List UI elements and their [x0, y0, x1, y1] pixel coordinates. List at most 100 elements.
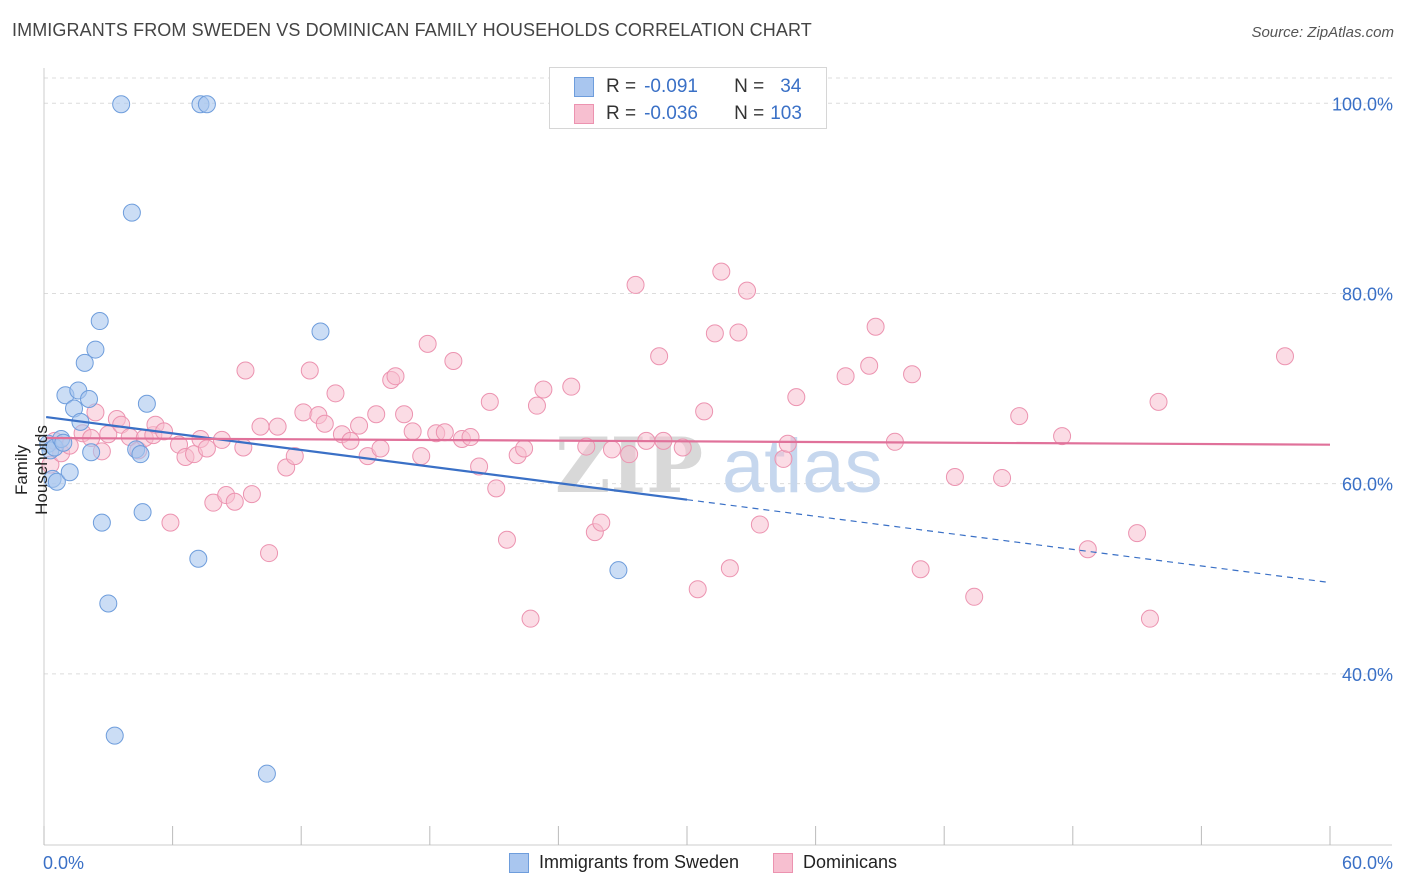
sweden-trend-extension: [686, 499, 1331, 584]
n-value-dominicans: 103: [770, 103, 802, 124]
legend-label-sweden: Immigrants from Sweden: [538, 852, 740, 872]
sweden-point: [80, 390, 99, 409]
sweden-trend-line: [46, 415, 688, 501]
legend-swatch-sweden: [508, 852, 529, 873]
dominicans-point: [268, 417, 287, 436]
dominicans-point: [527, 396, 546, 415]
dominicans-point: [1275, 347, 1294, 366]
sweden-point: [47, 472, 66, 491]
dominicans-point: [315, 414, 334, 433]
dominicans-point: [650, 347, 669, 366]
trend-lines: [46, 415, 1331, 584]
sweden-point: [189, 549, 208, 568]
dominicans-point: [860, 356, 879, 375]
dominicans-point: [435, 423, 454, 442]
dominicans-point: [487, 479, 506, 498]
r-value-dominicans: -0.036: [644, 103, 698, 124]
dominicans-point: [403, 422, 422, 441]
sweden-point: [105, 726, 124, 745]
dominicans-point: [1053, 427, 1072, 446]
dominicans-point: [1149, 392, 1168, 411]
x-tick-label: 60.0%: [1342, 853, 1393, 873]
sweden-point: [137, 394, 156, 413]
x-tick-label: 0.0%: [43, 853, 84, 873]
dominicans-point: [620, 445, 639, 464]
dominicans-point: [161, 513, 180, 532]
sweden-point: [311, 322, 330, 341]
dominicans-swatch: [574, 104, 594, 124]
sweden-point: [131, 445, 150, 464]
dominicans-point: [418, 334, 437, 353]
dominicans-point: [497, 530, 516, 549]
sweden-point: [54, 433, 73, 452]
dominicans-point: [236, 361, 255, 380]
axes: [43, 68, 1392, 846]
sweden-point: [112, 95, 131, 114]
r-label: R =: [606, 76, 637, 97]
dominicans-point: [729, 323, 748, 342]
dominicans-point: [592, 513, 611, 532]
dominicans-point: [461, 428, 480, 447]
dominicans-point: [945, 467, 964, 486]
sweden-swatch: [574, 77, 594, 97]
dominicans-point: [350, 416, 369, 435]
sweden-point: [75, 353, 94, 372]
y-axis-label: Family Households: [12, 425, 51, 515]
dominicans-point: [294, 403, 313, 422]
dominicans-point: [705, 324, 724, 343]
sweden-point: [197, 95, 216, 114]
bottom-legend: Immigrants from Sweden Dominicans: [0, 852, 1406, 873]
y-tick-label: 100.0%: [1332, 94, 1393, 114]
sweden-point: [60, 463, 79, 482]
sweden-point: [609, 561, 628, 580]
dominicans-point: [534, 380, 553, 399]
n-value-sweden: 34: [780, 76, 802, 97]
legend-swatch-dominicans: [773, 852, 794, 873]
dominicans-point: [1140, 609, 1159, 628]
sweden-point: [92, 513, 111, 532]
sweden-point: [122, 203, 141, 222]
stats-row-sweden: R = -0.091 N = 34: [574, 75, 801, 99]
legend-item-sweden[interactable]: Immigrants from Sweden: [508, 852, 740, 873]
dominicans-point: [386, 367, 405, 386]
dominicans-point: [738, 281, 757, 300]
sweden-point: [90, 312, 109, 331]
dominicans-point: [251, 417, 270, 436]
n-label: N =: [734, 103, 765, 124]
dominicans-point: [480, 392, 499, 411]
sweden-point: [257, 764, 276, 783]
chart-title: IMMIGRANTS FROM SWEDEN VS DOMINICAN FAMI…: [12, 20, 812, 40]
dominicans-point: [470, 457, 489, 476]
dominicans-point: [866, 317, 885, 336]
r-label: R =: [606, 103, 637, 124]
dominicans-point: [787, 388, 806, 407]
n-label: N =: [734, 76, 765, 97]
dominicans-point: [242, 485, 261, 504]
r-value-sweden: -0.091: [644, 76, 698, 97]
dominicans-point: [412, 447, 431, 466]
dominicans-point: [688, 580, 707, 599]
y-tick-label: 40.0%: [1342, 665, 1393, 685]
sweden-point: [99, 594, 118, 613]
legend-item-dominicans[interactable]: Dominicans: [773, 852, 897, 873]
dominicans-point: [367, 405, 386, 424]
stats-legend: R = -0.091 N = 34 R = -0.036 N = 103: [549, 67, 827, 129]
dominicans-point: [197, 439, 216, 458]
dominicans-point: [371, 439, 390, 458]
dominicans-point: [285, 447, 304, 466]
dominicans-point: [562, 377, 581, 396]
dominicans-points: [41, 262, 1294, 628]
y-tick-label: 80.0%: [1342, 284, 1393, 304]
dominicans-point: [911, 560, 930, 579]
dominicans-point: [577, 437, 596, 456]
sweden-point: [86, 340, 105, 359]
chart-source: Source: ZipAtlas.com: [1251, 24, 1394, 41]
dominicans-point: [673, 438, 692, 457]
stats-row-dominicans: R = -0.036 N = 103: [574, 102, 802, 126]
dominicans-point: [903, 365, 922, 384]
dominicans-point: [712, 262, 731, 281]
dominicans-point: [444, 351, 463, 370]
dominicans-point: [602, 440, 621, 459]
dominicans-point: [260, 544, 279, 563]
